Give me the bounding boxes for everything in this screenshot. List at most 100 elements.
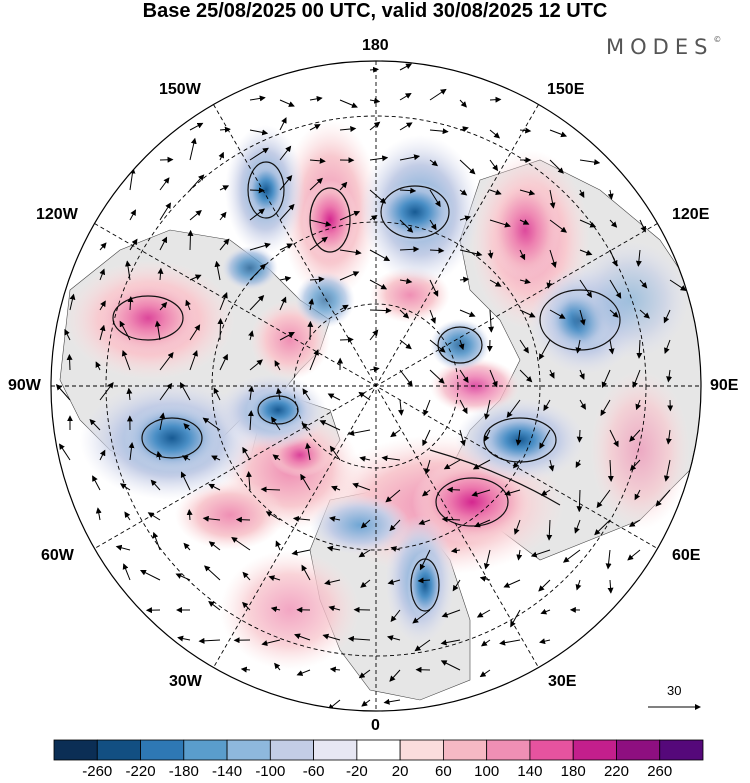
wind-arrow xyxy=(361,699,371,707)
wind-arrow xyxy=(183,542,191,551)
wind-arrow xyxy=(185,299,191,311)
wind-arrow xyxy=(271,416,281,431)
wind-arrow xyxy=(319,420,341,431)
wind-arrow xyxy=(417,577,431,584)
wind-arrow xyxy=(579,399,586,410)
colorbar-tick-label: 100 xyxy=(474,763,500,780)
wind-arrow xyxy=(369,279,388,290)
wind-arrow xyxy=(399,246,420,253)
wind-arrow xyxy=(487,249,494,259)
wind-arrow xyxy=(339,181,348,191)
wind-arrow xyxy=(247,410,254,431)
lon-label-60w: 60W xyxy=(41,547,74,564)
wind-arrow xyxy=(339,304,349,311)
colorbar-tick-label: -20 xyxy=(346,763,368,780)
wind-arrow xyxy=(634,489,641,501)
wind-arrow xyxy=(159,301,168,311)
wind-arrow xyxy=(189,174,205,191)
wind-arrow xyxy=(489,369,498,388)
wind-arrow xyxy=(516,549,523,561)
wind-arrow xyxy=(213,387,221,401)
wind-arrow xyxy=(64,328,71,341)
lon-label-0: 0 xyxy=(371,717,380,734)
lon-label-150e: 150E xyxy=(547,81,585,98)
wind-arrow xyxy=(664,339,671,354)
wind-arrow xyxy=(248,330,254,341)
wind-arrow xyxy=(480,639,491,647)
wind-arrow xyxy=(429,309,436,324)
wind-arrow xyxy=(150,479,161,491)
wind-arrow xyxy=(506,399,521,418)
wind-arrow xyxy=(208,541,221,551)
wind-arrow xyxy=(398,399,404,416)
wind-arrow xyxy=(386,635,401,641)
wind-arrow xyxy=(159,236,168,251)
wind-arrow xyxy=(240,666,251,673)
wind-arrow xyxy=(579,249,593,256)
wind-arrow xyxy=(274,360,281,371)
wind-arrow xyxy=(666,369,673,383)
wind-arrow xyxy=(122,563,131,581)
wind-arrow xyxy=(279,296,287,311)
wind-arrow xyxy=(546,279,553,289)
wind-arrow xyxy=(510,609,521,628)
wind-arrow xyxy=(429,369,445,384)
wind-arrow xyxy=(489,219,511,228)
wind-arrow xyxy=(369,97,381,104)
wind-arrow xyxy=(198,637,221,644)
wind-arrow xyxy=(249,129,269,136)
wind-arrow xyxy=(429,159,439,167)
wind-arrow xyxy=(294,633,311,641)
wind-arrow xyxy=(579,159,601,166)
wind-arrow xyxy=(399,187,417,194)
map-boundary xyxy=(50,60,702,712)
wind-arrow xyxy=(519,249,526,261)
vector-scale-label: 30 xyxy=(667,683,682,698)
wind-arrow xyxy=(519,219,530,225)
wind-arrow xyxy=(472,459,491,470)
wind-arrow xyxy=(489,96,502,103)
wind-arrow xyxy=(92,475,101,491)
colorbar xyxy=(53,739,704,761)
anomaly-field xyxy=(65,120,690,670)
wind-arrow xyxy=(217,317,224,341)
wind-arrow xyxy=(424,459,431,475)
wind-arrow xyxy=(609,219,618,228)
wind-arrow xyxy=(339,336,354,343)
wind-arrow xyxy=(399,154,421,161)
wind-arrow xyxy=(359,455,371,462)
wind-arrow xyxy=(489,129,501,139)
lon-label-120w: 120W xyxy=(36,206,78,223)
wind-arrow xyxy=(639,309,650,319)
wind-arrow xyxy=(429,247,445,254)
wind-arrow xyxy=(358,549,371,558)
wind-arrow xyxy=(422,429,431,447)
wind-arrow xyxy=(458,339,465,351)
wind-arrow xyxy=(347,635,371,642)
wind-arrow xyxy=(441,516,461,523)
wind-arrow xyxy=(578,189,585,198)
wind-arrow xyxy=(390,546,401,552)
wind-arrow xyxy=(519,278,531,285)
colorbar-swatch xyxy=(442,739,488,761)
wind-arrow xyxy=(399,219,414,233)
wind-arrow xyxy=(159,352,174,371)
wind-arrow xyxy=(249,295,265,311)
wind-arrow xyxy=(459,369,469,384)
wind-arrow xyxy=(99,242,107,251)
wind-arrow xyxy=(242,601,251,611)
lon-label-90w: 90W xyxy=(8,377,41,394)
wind-arrow xyxy=(399,93,412,101)
wind-arrow xyxy=(309,349,319,371)
wind-arrow xyxy=(399,309,410,319)
wind-arrow xyxy=(414,639,431,652)
wind-arrow xyxy=(292,515,311,522)
wind-arrow xyxy=(99,324,106,341)
wind-arrow xyxy=(549,309,566,319)
wind-arrow xyxy=(632,369,641,388)
wind-arrow xyxy=(440,639,461,646)
wind-arrow xyxy=(628,519,641,527)
wind-arrow xyxy=(272,454,281,461)
wind-arrow xyxy=(538,579,551,592)
